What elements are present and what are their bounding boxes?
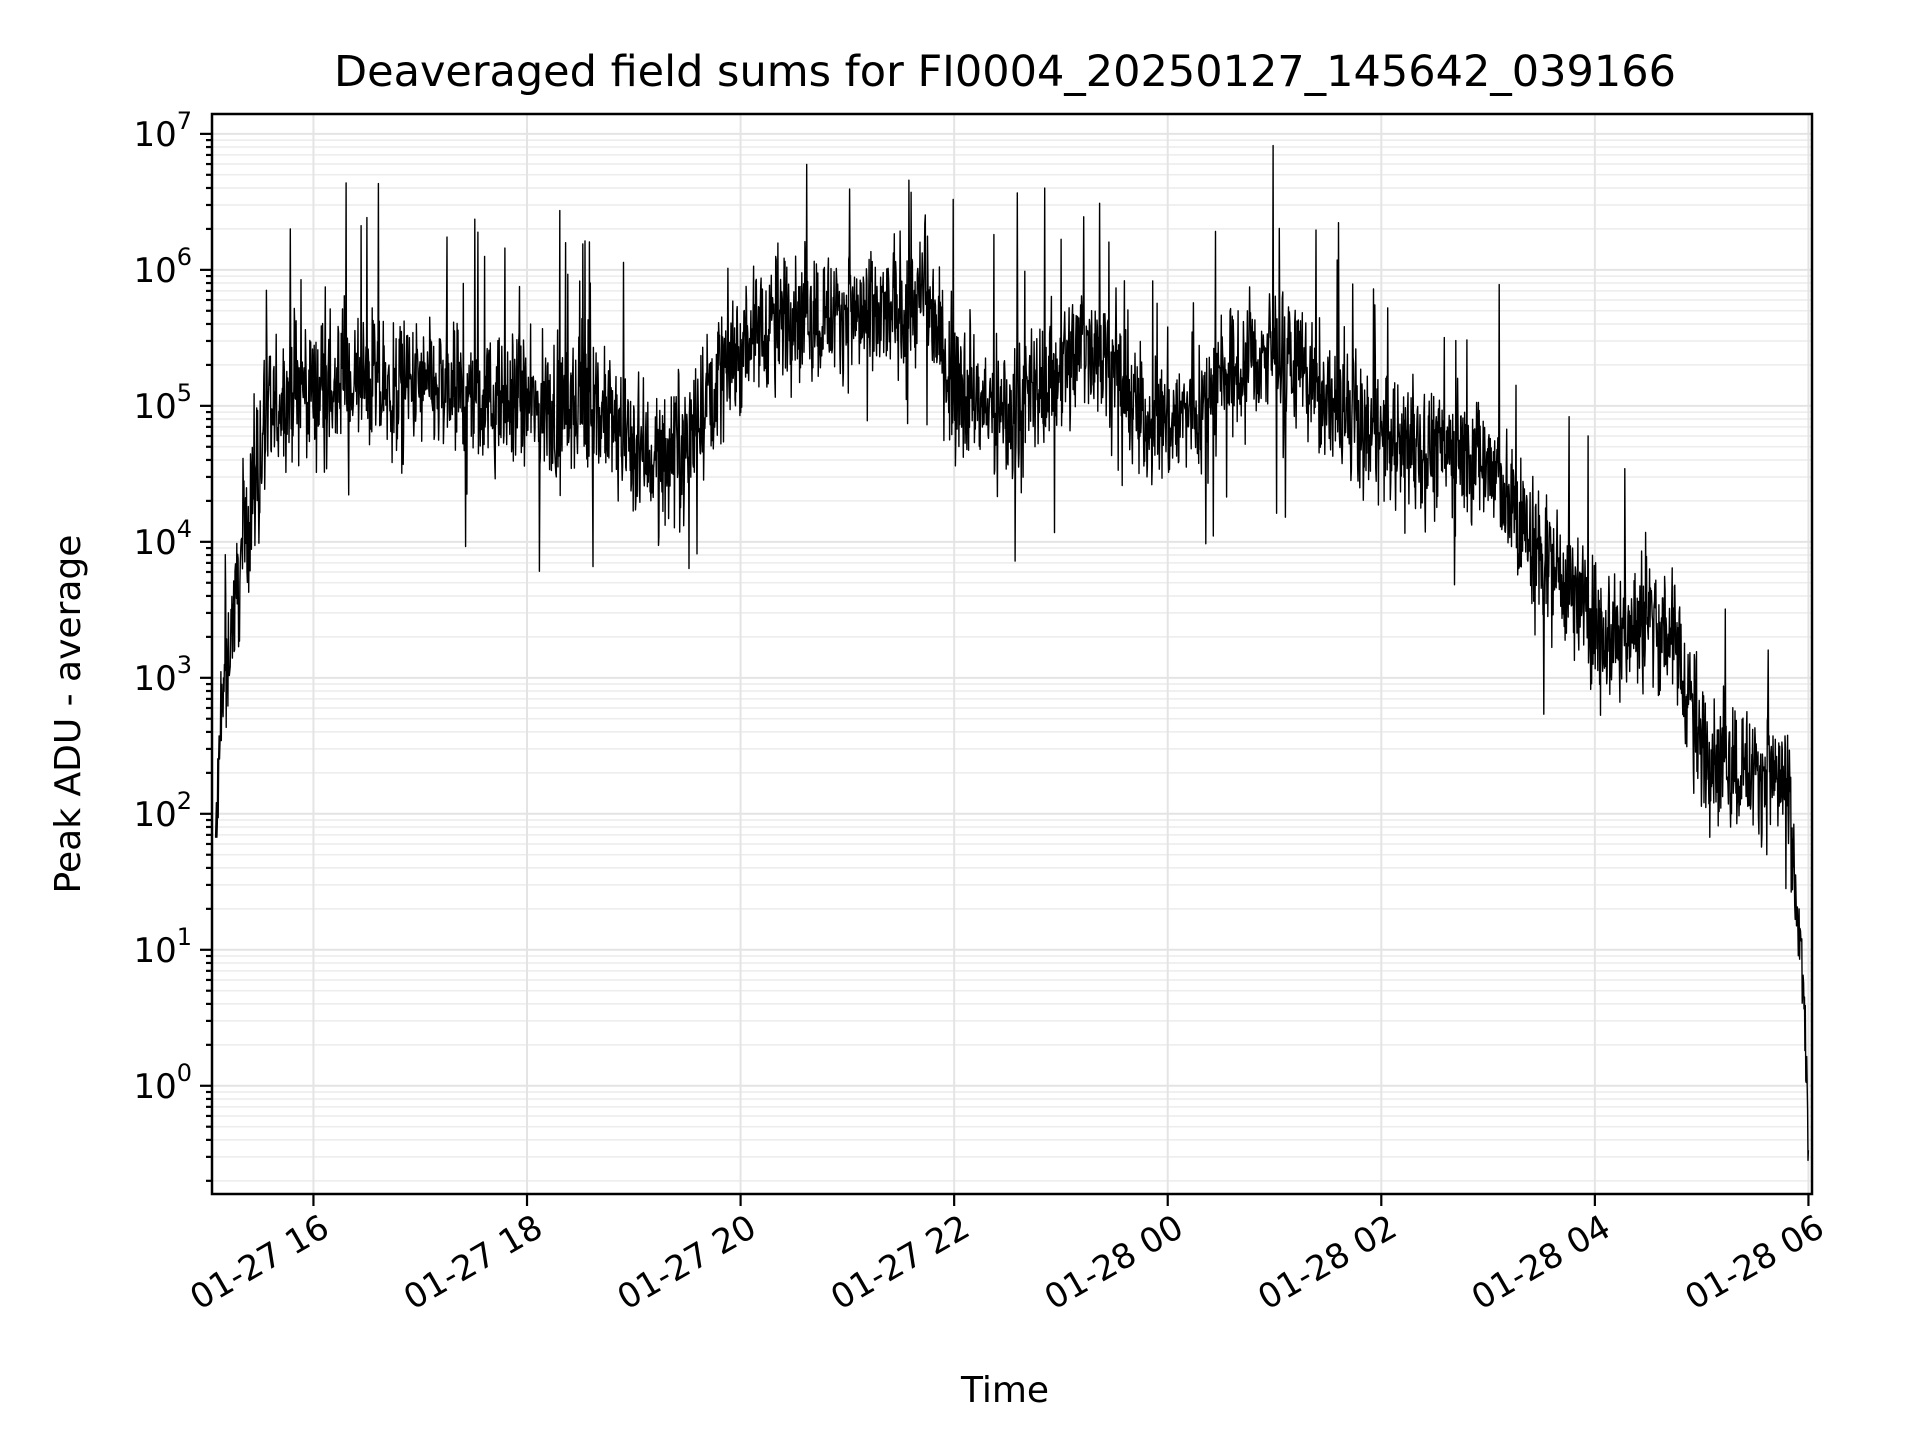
y-axis-label: Peak ADU - average xyxy=(48,535,89,894)
series xyxy=(214,144,1810,1162)
y-tick-base: 10 xyxy=(133,659,176,699)
y-tick-base: 10 xyxy=(133,931,176,971)
y-tick-base: 10 xyxy=(133,795,176,835)
y-tick-label: 106 xyxy=(133,243,192,291)
y-tick-exponent: 7 xyxy=(177,107,192,135)
y-tick-label: 101 xyxy=(133,923,192,971)
y-tick-label: 107 xyxy=(133,107,192,155)
series-line xyxy=(214,144,1810,1162)
y-tick-exponent: 0 xyxy=(177,1059,192,1087)
y-tick-exponent: 5 xyxy=(177,379,192,407)
plot-frame xyxy=(210,112,1814,1196)
y-tick-label: 103 xyxy=(133,651,192,699)
y-tick-exponent: 1 xyxy=(177,923,192,951)
y-tick-base: 10 xyxy=(133,523,176,563)
x-axis-label: Time xyxy=(960,1370,1049,1411)
y-tick-label: 104 xyxy=(133,515,192,563)
y-tick-base: 10 xyxy=(133,115,176,155)
y-tick-exponent: 3 xyxy=(177,651,192,679)
y-tick-exponent: 2 xyxy=(177,787,192,815)
y-tick-base: 10 xyxy=(133,387,176,427)
chart-title: Deaveraged field sums for FI0004_2025012… xyxy=(334,47,1676,97)
y-tick-base: 10 xyxy=(133,251,176,291)
y-tick-label: 102 xyxy=(133,787,192,835)
y-tick-base: 10 xyxy=(133,1067,176,1107)
y-tick-label: 105 xyxy=(133,379,192,427)
y-tick-label: 100 xyxy=(133,1059,192,1107)
y-tick-exponent: 4 xyxy=(177,515,192,543)
y-tick-exponent: 6 xyxy=(177,243,192,271)
